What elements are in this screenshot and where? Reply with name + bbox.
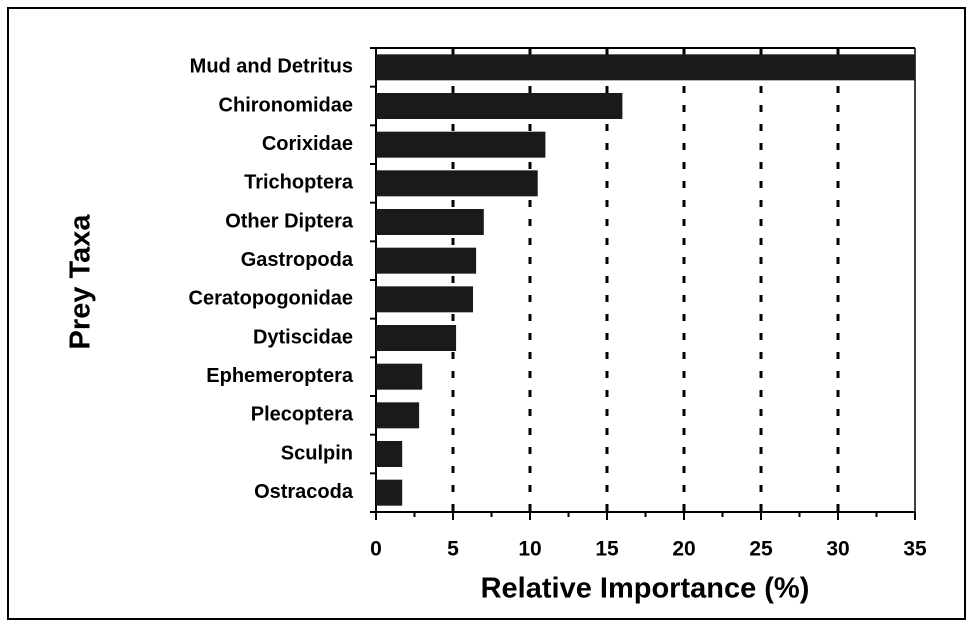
y-tick-label: Trichoptera — [244, 172, 354, 194]
x-tick-label: 0 — [370, 538, 382, 561]
y-tick-label: Dytiscidae — [253, 326, 353, 348]
y-tick-label: Ephemeroptera — [206, 365, 354, 387]
bar — [376, 131, 546, 158]
y-tick-label: Mud and Detritus — [190, 56, 353, 78]
y-tick-label: Chironomidae — [219, 94, 353, 116]
x-axis-label: Relative Importance (%) — [481, 573, 810, 605]
x-tick-label: 25 — [749, 538, 773, 561]
x-tick-label: 35 — [903, 538, 927, 561]
x-tick-label: 15 — [595, 538, 619, 561]
y-tick-label: Gastropoda — [241, 249, 354, 271]
x-tick-label: 30 — [826, 538, 849, 561]
y-axis-label: Prey Taxa — [65, 214, 97, 350]
bar — [376, 209, 484, 235]
bar — [376, 441, 403, 467]
bar — [376, 363, 423, 390]
bar — [376, 286, 474, 313]
y-tick-label: Other Diptera — [225, 210, 354, 232]
bar — [376, 247, 477, 274]
x-tick-label: 20 — [672, 538, 695, 561]
frame — [7, 7, 966, 620]
x-tick-label: 10 — [518, 538, 541, 561]
bar — [376, 170, 538, 197]
bar — [376, 479, 403, 506]
y-tick-label: Corixidae — [262, 133, 353, 155]
bar — [376, 93, 623, 119]
y-tick-label: Ceratopogonidae — [189, 288, 353, 310]
y-tick-label: Ostracoda — [254, 481, 354, 503]
bar — [376, 325, 457, 351]
bar — [376, 54, 915, 81]
y-tick-label: Sculpin — [281, 442, 353, 464]
y-tick-label: Plecoptera — [251, 404, 354, 426]
x-tick-label: 5 — [447, 538, 459, 561]
bar — [376, 402, 420, 429]
